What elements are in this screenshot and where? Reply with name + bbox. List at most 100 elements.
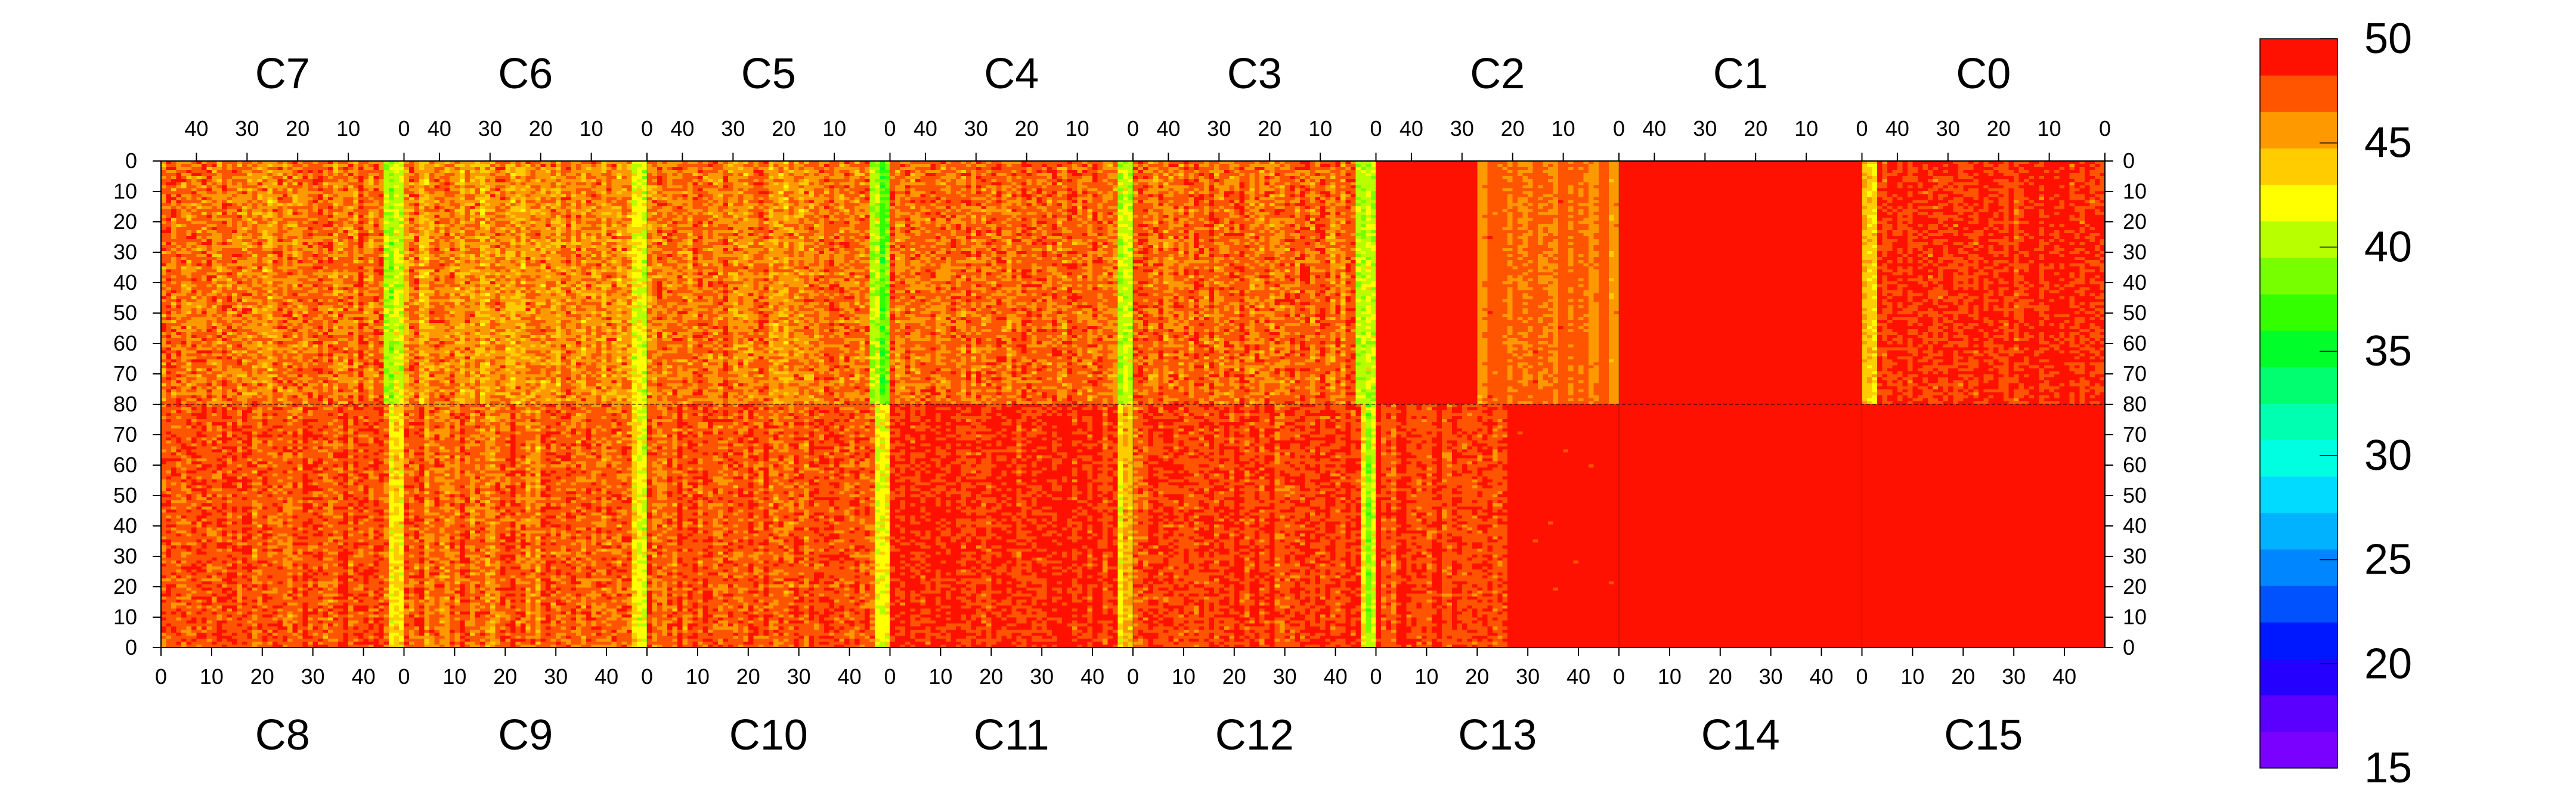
top-x-tick-label: 40: [670, 116, 694, 141]
colorbar-segment: [2260, 330, 2337, 367]
top-y-tick-label-left: 20: [113, 209, 137, 234]
top-x-tick-label: 0: [1856, 116, 1868, 141]
top-x-tick-label: 0: [641, 116, 653, 141]
bottom-x-tick-label: 30: [1273, 664, 1297, 689]
top-y-tick-label-right: 10: [2123, 179, 2147, 203]
bottom-x-tick-label: 20: [1222, 664, 1246, 689]
top-x-tick-label: 30: [721, 116, 745, 141]
bottom-x-tick-label: 10: [200, 664, 224, 689]
bottom-y-tick-label-right: 30: [2123, 544, 2147, 568]
colorbar-segment: [2260, 622, 2337, 660]
top-x-tick-label: 10: [1066, 116, 1089, 141]
top-x-tick-label: 10: [1552, 116, 1575, 141]
top-x-tick-label: 20: [529, 116, 553, 141]
colorbar-tick-label: 45: [2364, 119, 2412, 167]
bottom-x-tick-label: 10: [1172, 664, 1196, 689]
bottom-x-tick-label: 20: [250, 664, 274, 689]
bottom-x-tick-label: 0: [1127, 664, 1139, 689]
colorbar-tick-label: 25: [2364, 536, 2412, 584]
bottom-x-tick-label: 0: [1856, 664, 1868, 689]
bottom-x-tick-label: 20: [493, 664, 517, 689]
colorbar-tick-label: 40: [2364, 223, 2412, 271]
bottom-x-tick-label: 10: [1658, 664, 1682, 689]
top-x-tick-label: 10: [822, 116, 846, 141]
colorbar-tick-label: 50: [2364, 15, 2412, 63]
colorbar-segment: [2260, 257, 2337, 295]
top-x-tick-label: 10: [336, 116, 360, 141]
colorbar-tick-label: 20: [2364, 640, 2412, 688]
top-y-tick-label-right: 20: [2123, 209, 2147, 234]
bottom-y-tick-label-left: 60: [113, 453, 137, 477]
top-x-tick-label: 30: [1693, 116, 1717, 141]
top-y-tick-label-right: 70: [2123, 361, 2147, 386]
top-x-tick-label: 20: [286, 116, 309, 141]
top-x-tick-label: 20: [772, 116, 795, 141]
colorbar-tick-label: 30: [2364, 432, 2412, 479]
top-x-tick-label: 0: [1613, 116, 1625, 141]
top-y-tick-label-right: 80: [2123, 392, 2147, 416]
bottom-y-tick-label-left: 70: [113, 422, 137, 447]
colorbar-segment: [2260, 294, 2337, 331]
top-x-tick-label: 10: [1794, 116, 1818, 141]
top-y-tick-label-left: 60: [113, 331, 137, 355]
bottom-y-tick-label-left: 50: [113, 483, 137, 507]
top-y-tick-label-right: 0: [2123, 148, 2135, 173]
colorbar-tick-label: 15: [2364, 744, 2412, 792]
colorbar-border: [2259, 38, 2338, 769]
top-x-tick-label: 40: [1642, 116, 1666, 141]
bottom-x-tick-label: 30: [787, 664, 811, 689]
top-x-tick-label: 0: [1127, 116, 1139, 141]
colorbar-segment: [2260, 476, 2337, 513]
top-x-tick-label: 20: [1987, 116, 2011, 141]
bottom-x-tick-label: 40: [838, 664, 862, 689]
top-y-tick-label-left: 40: [113, 270, 137, 295]
chip-label-c15: C15: [1944, 711, 2023, 759]
colorbar-segment: [2260, 367, 2337, 404]
top-y-tick-label-left: 30: [113, 240, 137, 264]
chip-label-c5: C5: [741, 50, 796, 98]
chip-label-c13: C13: [1458, 711, 1537, 759]
bottom-y-tick-label-right: 10: [2123, 605, 2147, 629]
top-x-tick-label: 0: [884, 116, 896, 141]
top-x-tick-label: 20: [1501, 116, 1525, 141]
top-y-tick-label-right: 60: [2123, 331, 2147, 355]
top-x-tick-label: 30: [1207, 116, 1231, 141]
colorbar-tick-label: 35: [2364, 327, 2412, 375]
top-x-tick-label: 10: [2038, 116, 2061, 141]
top-y-tick-label-left: 10: [113, 179, 137, 203]
bottom-y-tick-label-left: 40: [113, 513, 137, 538]
chip-label-c7: C7: [255, 50, 310, 98]
bottom-x-tick-label: 0: [1613, 664, 1625, 689]
colorbar-segment: [2260, 549, 2337, 586]
top-x-tick-label: 30: [1450, 116, 1474, 141]
colorbar-segment: [2260, 112, 2337, 148]
bottom-x-tick-label: 30: [544, 664, 568, 689]
bottom-y-tick-label-right: 70: [2123, 422, 2147, 447]
bottom-x-tick-label: 40: [1566, 664, 1590, 689]
top-y-tick-label-right: 40: [2123, 270, 2147, 295]
top-y-tick-label-left: 50: [113, 301, 137, 325]
bottom-x-tick-label: 20: [736, 664, 760, 689]
bottom-x-tick-label: 20: [1708, 664, 1732, 689]
bottom-x-tick-label: 10: [442, 664, 466, 689]
bottom-x-tick-label: 10: [686, 664, 710, 689]
top-x-tick-label: 30: [1936, 116, 1960, 141]
chip-labels: C7 C6 C5 C4 C3 C2 C1 C0 C8 C9 C10 C11 C12 C13 C14 C15: [255, 50, 2023, 759]
bottom-x-tick-label: 0: [884, 664, 896, 689]
top-x-tick-label: 0: [1370, 116, 1382, 141]
colorbar-segment: [2260, 184, 2337, 222]
top-x-tick-label: 40: [184, 116, 208, 141]
colorbar-segment: [2260, 695, 2337, 732]
chip-label-c14: C14: [1701, 711, 1780, 759]
bottom-x-tick-label: 40: [1810, 664, 1834, 689]
bottom-x-tick-label: 20: [1465, 664, 1489, 689]
top-x-tick-label: 20: [1258, 116, 1281, 141]
chip-label-c10: C10: [729, 711, 808, 759]
top-x-tick-label: 0: [2099, 116, 2111, 141]
top-x-tick-label: 10: [580, 116, 603, 141]
top-x-tick-label: 40: [428, 116, 451, 141]
top-x-tick-label: 0: [398, 116, 410, 141]
top-y-tick-label-left: 80: [113, 392, 137, 416]
